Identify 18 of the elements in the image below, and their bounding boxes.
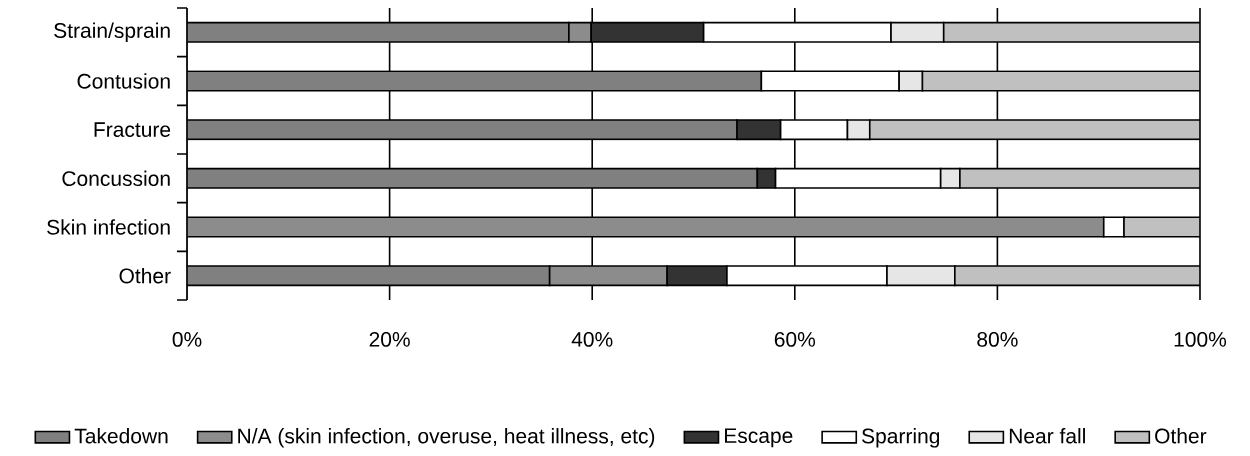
x-tick-label: 80% (977, 331, 1018, 347)
x-tick-label: 0% (172, 331, 202, 347)
y-tick-label: Skin infection (47, 219, 170, 235)
legend-label: Escape (725, 428, 793, 448)
y-tick-label: Fracture (94, 122, 171, 137)
legend-label: Sparring (862, 428, 940, 448)
y-tick-label: Contusion (77, 73, 170, 89)
x-tick-label: 40% (571, 331, 613, 347)
x-tick-label: 60% (774, 331, 816, 347)
legend-label: Takedown (74, 428, 168, 444)
legend-label: N/A (skin infection, overuse, heat illness, etc) (238, 428, 655, 448)
y-tick-label: Other (119, 267, 171, 284)
x-tick-label: 20% (369, 331, 410, 347)
legend-label: Near fall (1009, 428, 1085, 444)
legend-label: Other (1155, 428, 1207, 444)
y-tick-label: Strain/sprain (54, 22, 170, 43)
x-tick-label: 100% (1174, 331, 1227, 347)
y-tick-label: Concussion (62, 170, 170, 187)
